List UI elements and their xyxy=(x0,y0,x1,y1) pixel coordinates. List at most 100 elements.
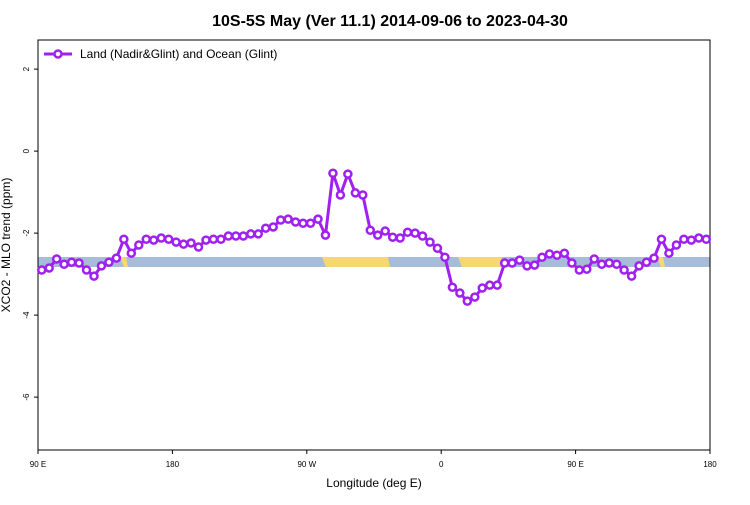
data-point xyxy=(522,261,532,271)
data-point xyxy=(686,235,697,245)
data-point xyxy=(432,243,443,254)
data-point xyxy=(559,248,570,258)
data-point xyxy=(649,253,659,263)
data-point xyxy=(171,237,181,247)
data-point xyxy=(671,240,682,250)
data-point xyxy=(656,234,667,245)
data-point xyxy=(313,214,323,224)
data-point xyxy=(679,234,689,245)
data-point xyxy=(664,248,674,258)
data-point xyxy=(619,265,629,275)
x-tick-label: 180 xyxy=(166,460,180,469)
data-point xyxy=(208,234,219,245)
data-point xyxy=(417,231,428,241)
data-point xyxy=(380,226,390,236)
data-point xyxy=(163,234,174,245)
legend-marker xyxy=(53,49,63,59)
data-point xyxy=(186,238,196,248)
data-point xyxy=(134,240,144,250)
data-point xyxy=(36,265,47,275)
data-point xyxy=(626,271,637,281)
data-point xyxy=(694,233,704,243)
data-point xyxy=(358,190,368,200)
data-point xyxy=(335,190,346,200)
data-point xyxy=(141,234,152,245)
data-point xyxy=(514,255,525,265)
data-point xyxy=(66,257,77,267)
data-point xyxy=(611,259,622,270)
x-tick-label: 90 E xyxy=(30,460,46,469)
data-point xyxy=(484,280,495,290)
data-point xyxy=(365,225,376,235)
x-tick-label: 180 xyxy=(703,460,717,469)
data-point xyxy=(529,260,540,270)
data-point xyxy=(246,229,256,239)
y-tick-label: 2 xyxy=(22,66,31,71)
data-point xyxy=(537,252,547,263)
x-tick-label: 0 xyxy=(439,460,444,469)
data-point xyxy=(231,231,241,241)
data-point xyxy=(283,214,293,224)
data-point xyxy=(104,257,114,267)
data-point xyxy=(328,168,338,178)
data-point xyxy=(119,234,129,245)
y-tick-label: 0 xyxy=(22,148,31,153)
data-point xyxy=(126,248,137,258)
band-ocean xyxy=(458,257,502,267)
y-tick-label: -2 xyxy=(22,229,31,237)
data-point xyxy=(507,258,517,268)
data-point xyxy=(268,222,278,232)
data-point xyxy=(544,249,555,259)
data-point xyxy=(470,292,480,302)
data-point xyxy=(582,264,592,274)
data-point xyxy=(477,283,488,293)
data-point xyxy=(193,242,204,252)
data-point xyxy=(395,233,405,243)
data-point xyxy=(462,296,473,306)
y-tick-label: -4 xyxy=(22,311,31,319)
band-ocean xyxy=(322,257,390,267)
data-point xyxy=(59,259,69,270)
data-point xyxy=(492,280,502,290)
data-point xyxy=(44,263,54,273)
data-point xyxy=(701,234,712,245)
data-point xyxy=(178,239,189,249)
data-point xyxy=(156,233,166,243)
data-point xyxy=(320,230,331,240)
data-point xyxy=(216,234,226,245)
data-point xyxy=(596,259,607,270)
data-point xyxy=(440,252,450,263)
data-point xyxy=(201,235,211,245)
band-ocean xyxy=(657,257,665,267)
data-point xyxy=(372,230,383,240)
data-point xyxy=(290,217,301,227)
data-point xyxy=(111,253,122,263)
surface-band xyxy=(38,257,710,267)
plot-frame xyxy=(37,39,711,451)
data-point xyxy=(223,231,234,241)
band-ocean xyxy=(120,257,128,267)
data-point xyxy=(641,257,652,267)
data-point xyxy=(447,282,458,292)
x-axis-label: Longitude (deg E) xyxy=(326,476,421,490)
data-point xyxy=(589,254,600,264)
data-point xyxy=(425,237,435,247)
x-tick-label: 90 E xyxy=(567,460,583,469)
data-point xyxy=(74,258,84,268)
data-point xyxy=(260,223,271,233)
data-point xyxy=(96,261,107,271)
data-point xyxy=(387,232,398,242)
data-point xyxy=(499,258,510,268)
data-point xyxy=(275,215,286,225)
legend-label: Land (Nadir&Glint) and Ocean (Glint) xyxy=(80,47,277,61)
data-point xyxy=(148,235,159,245)
data-point xyxy=(410,228,420,238)
chart-title: 10S-5S May (Ver 11.1) 2014-09-06 to 2023… xyxy=(212,13,568,30)
data-point xyxy=(343,169,353,179)
data-point xyxy=(455,288,465,298)
data-point xyxy=(238,231,249,241)
data-point xyxy=(89,271,99,281)
y-axis-label: XCO2 - MLO trend (ppm) xyxy=(0,178,13,313)
data-point xyxy=(402,227,413,238)
